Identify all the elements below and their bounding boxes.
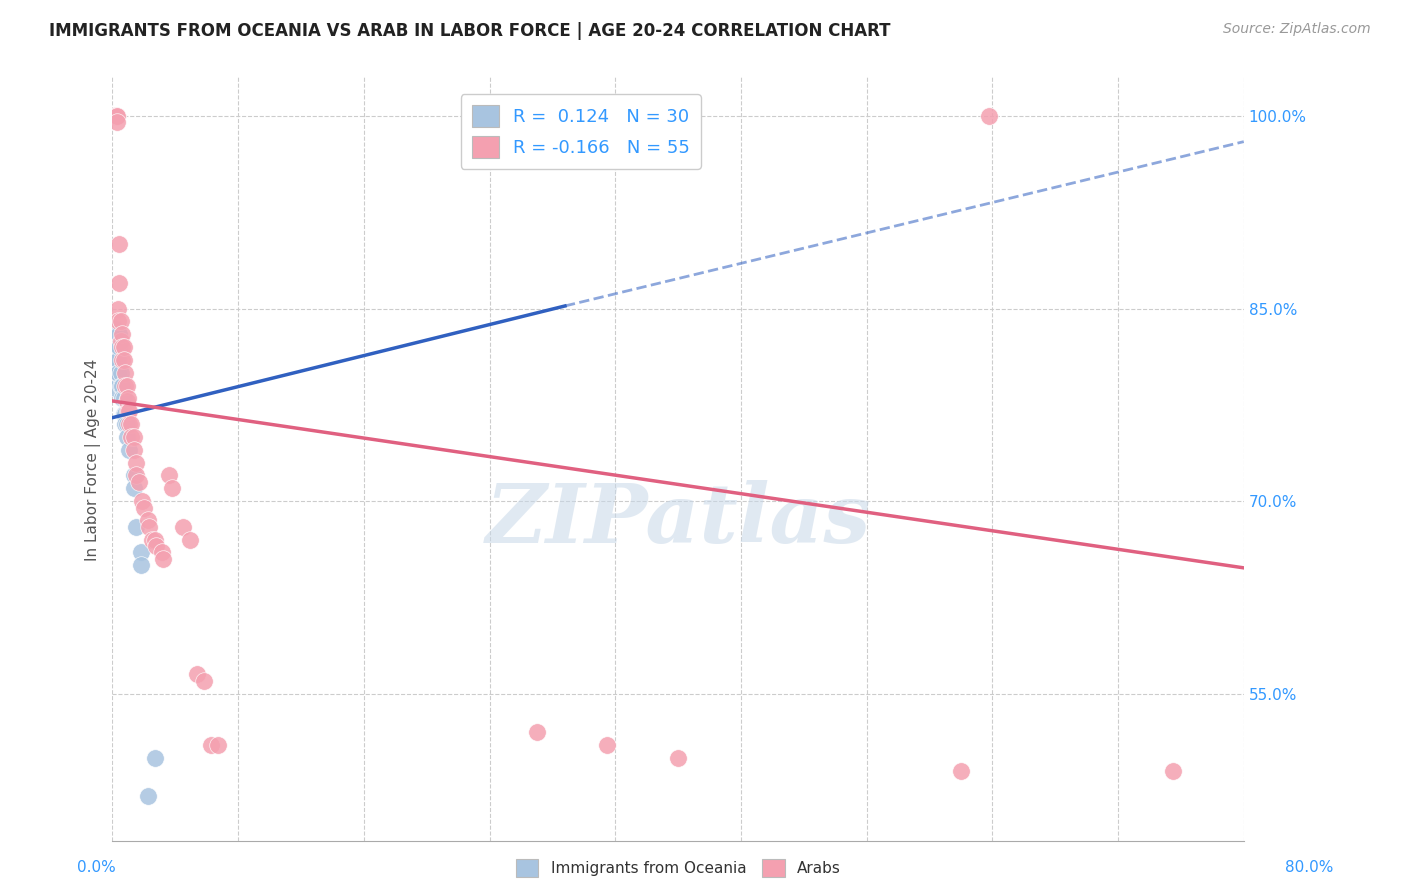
Text: 0.0%: 0.0% — [77, 861, 117, 875]
Point — [111, 327, 134, 342]
Point — [145, 539, 167, 553]
Point — [115, 417, 138, 431]
Point — [136, 513, 159, 527]
Point — [129, 558, 152, 573]
Point — [143, 533, 166, 547]
Point — [112, 392, 135, 406]
Point — [125, 468, 148, 483]
Point — [118, 442, 141, 457]
Point — [115, 430, 138, 444]
Point — [120, 417, 142, 431]
Point — [596, 738, 619, 752]
Point — [108, 327, 131, 342]
Point — [131, 494, 153, 508]
Point — [104, 109, 127, 123]
Point — [105, 340, 128, 354]
Point — [118, 404, 141, 418]
Point — [136, 789, 159, 804]
Point — [114, 407, 136, 421]
Point — [110, 378, 132, 392]
Point — [110, 334, 132, 348]
Point — [666, 751, 689, 765]
Point — [138, 520, 160, 534]
Point — [111, 392, 134, 406]
Point — [105, 352, 128, 367]
Point — [186, 667, 208, 681]
Point — [179, 533, 201, 547]
Point — [103, 109, 125, 123]
Point — [120, 430, 142, 444]
Point — [125, 456, 148, 470]
Point — [107, 366, 129, 380]
Point — [141, 533, 163, 547]
Point — [103, 320, 125, 334]
Point — [112, 407, 135, 421]
Point — [949, 764, 972, 778]
Point — [105, 109, 128, 123]
Point — [114, 366, 136, 380]
Point — [108, 276, 131, 290]
Point — [172, 520, 194, 534]
Point — [107, 352, 129, 367]
Text: IMMIGRANTS FROM OCEANIA VS ARAB IN LABOR FORCE | AGE 20-24 CORRELATION CHART: IMMIGRANTS FROM OCEANIA VS ARAB IN LABOR… — [49, 22, 891, 40]
Point — [108, 237, 131, 252]
Point — [207, 738, 229, 752]
Point — [114, 378, 136, 392]
Point — [111, 378, 134, 392]
Point — [114, 417, 136, 431]
Point — [112, 352, 135, 367]
Point — [115, 394, 138, 409]
Point — [526, 725, 548, 739]
Point — [110, 366, 132, 380]
Point — [122, 442, 145, 457]
Point — [1161, 764, 1184, 778]
Legend: R =  0.124   N = 30, R = -0.166   N = 55: R = 0.124 N = 30, R = -0.166 N = 55 — [461, 95, 702, 169]
Point — [107, 301, 129, 316]
Point — [157, 468, 180, 483]
Point — [111, 352, 134, 367]
Point — [125, 520, 148, 534]
Point — [150, 545, 173, 559]
Point — [112, 340, 135, 354]
Point — [132, 500, 155, 515]
Point — [107, 314, 129, 328]
Point — [122, 468, 145, 483]
Point — [117, 392, 139, 406]
Point — [103, 327, 125, 342]
Point — [105, 366, 128, 380]
Point — [105, 109, 128, 123]
Point — [193, 673, 215, 688]
Point — [152, 552, 174, 566]
Y-axis label: In Labor Force | Age 20-24: In Labor Force | Age 20-24 — [86, 359, 101, 560]
Point — [979, 109, 1001, 123]
Point — [128, 475, 150, 489]
Point — [122, 430, 145, 444]
Point — [117, 404, 139, 418]
Point — [143, 751, 166, 765]
Point — [108, 340, 131, 354]
Point — [104, 109, 127, 123]
Point — [104, 381, 127, 395]
Point — [115, 378, 138, 392]
Point — [129, 545, 152, 559]
Point — [160, 481, 183, 495]
Text: Source: ZipAtlas.com: Source: ZipAtlas.com — [1223, 22, 1371, 37]
Text: ZIPatlas: ZIPatlas — [485, 481, 870, 560]
Point — [104, 372, 127, 386]
Point — [111, 340, 134, 354]
Text: 80.0%: 80.0% — [1285, 861, 1333, 875]
Point — [105, 115, 128, 129]
Point — [104, 366, 127, 380]
Point — [122, 481, 145, 495]
Point — [200, 738, 222, 752]
Point — [118, 417, 141, 431]
Point — [110, 314, 132, 328]
